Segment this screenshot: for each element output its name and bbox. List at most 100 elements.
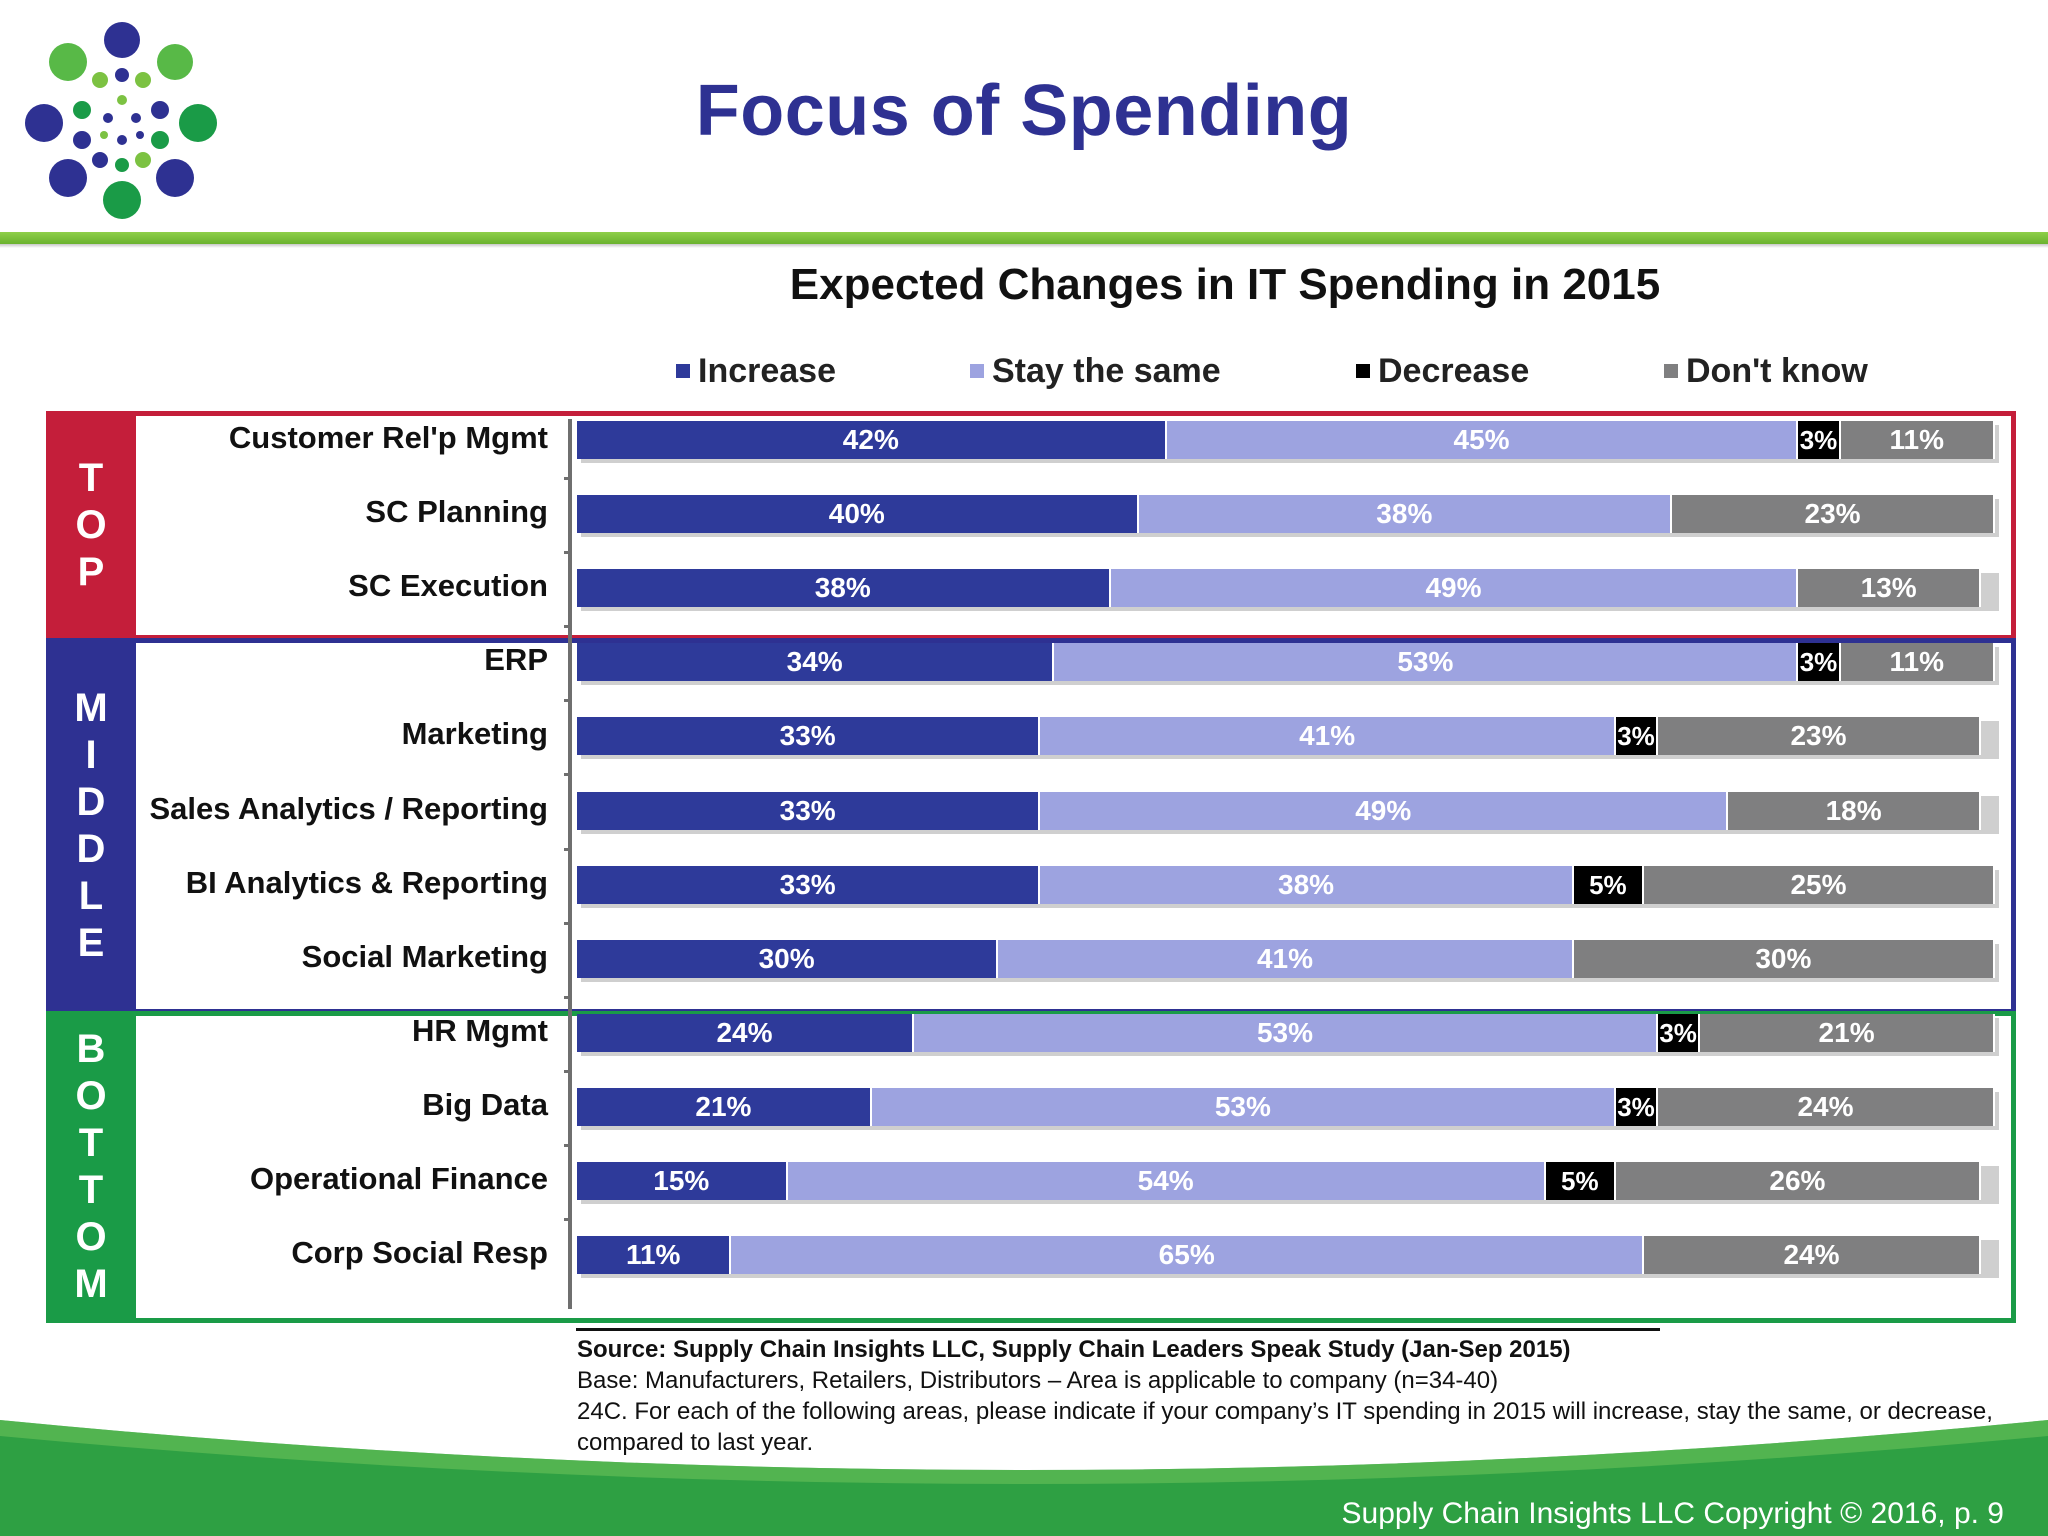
bar-value-label: 21% [695, 1091, 752, 1122]
bar-segment-stay-the-same: 53% [1054, 643, 1799, 681]
bar-segment-dont-know: 18% [1728, 792, 1981, 830]
footer-band [0, 1420, 2048, 1536]
logo-dot [136, 131, 144, 139]
bar-value-label: 24% [1797, 1091, 1854, 1122]
logo-dot [151, 101, 169, 119]
logo-dot [49, 43, 87, 81]
legend-label: Decrease [1378, 352, 1530, 390]
logo-dot [135, 72, 151, 88]
category-label: Operational Finance [249, 1161, 548, 1196]
bar-segment-increase: 40% [577, 495, 1139, 533]
category-label: HR Mgmt [411, 1013, 548, 1048]
bar-value-label: 30% [758, 943, 815, 974]
bar-value-label: 5% [1561, 1165, 1599, 1196]
bar-segment-stay-the-same: 38% [1138, 495, 1673, 533]
legend-label: Don't know [1686, 352, 1868, 390]
bar-value-label: 49% [1355, 795, 1412, 826]
bar-segment-increase: 34% [577, 643, 1055, 681]
category-label: SC Planning [365, 494, 548, 529]
group-letter: T [78, 1168, 104, 1212]
copyright-text: Supply Chain Insights LLC Copyright © 20… [1341, 1497, 2005, 1530]
axis-tick [564, 1218, 572, 1221]
legend-item-stay-the-same: Stay the same [970, 352, 1221, 391]
category-label: BI Analytics & Reporting [185, 865, 548, 900]
axis-tick [564, 1070, 572, 1073]
bar-value-label: 38% [814, 572, 871, 603]
group-letter: O [75, 1074, 107, 1118]
bar-segment-dont-know: 23% [1658, 717, 1981, 755]
bar-segment-dont-know: 21% [1700, 1014, 1995, 1052]
bar-segment-increase: 30% [577, 940, 999, 978]
group-letter: M [74, 686, 108, 730]
header-divider [0, 232, 2048, 244]
logo-dot [117, 95, 127, 105]
bar-segment-stay-the-same: 53% [913, 1014, 1659, 1052]
legend-label: Increase [698, 352, 836, 390]
base-line: Base: Manufacturers, Retailers, Distribu… [577, 1367, 1499, 1394]
bar-value-label: 18% [1825, 795, 1882, 826]
bar-row: 30% 41% 30% [577, 940, 1995, 978]
group-letter: B [76, 1027, 106, 1071]
legend-item-dont-know: Don't know [1664, 352, 1868, 391]
bar-segment-increase: 42% [577, 421, 1167, 459]
logo-dot [73, 101, 91, 119]
bar-segment-decrease: 5% [1573, 866, 1644, 904]
group-letter: D [76, 780, 106, 824]
bar-value-label: 3% [1799, 646, 1838, 677]
bar-segment-dont-know: 26% [1615, 1162, 1981, 1200]
bar-segment-decrease: 3% [1798, 421, 1841, 459]
bar-value-label: 23% [1804, 498, 1861, 529]
logo-dot [179, 104, 217, 142]
group-tab-bottom: B O T T O M [46, 1011, 136, 1323]
bar-value-label: 53% [1214, 1091, 1271, 1122]
logo-dot [157, 44, 193, 80]
bar-value-label: 11% [1889, 646, 1945, 677]
legend-swatch-stay-the-same [970, 364, 984, 378]
axis-tick [564, 996, 572, 999]
bar-row: 33% 49% 18% [577, 792, 1995, 830]
bar-value-label: 42% [842, 424, 899, 455]
dots-logo [25, 22, 217, 219]
bar-row: 34% 53% 3% 11% [577, 643, 1995, 681]
bar-row: 33% 41% 3% 23% [577, 717, 1995, 755]
bar-segment-decrease: 3% [1615, 717, 1659, 755]
logo-dot [156, 159, 194, 197]
bar-value-label: 30% [1755, 943, 1812, 974]
logo-dot [104, 22, 140, 58]
bar-value-label: 40% [828, 498, 885, 529]
group-letter: T [78, 456, 104, 500]
bar-segment-stay-the-same: 49% [1040, 792, 1729, 830]
category-label: Marketing [401, 716, 548, 751]
axis-tick [564, 922, 572, 925]
logo-dot [92, 72, 108, 88]
bar-segment-stay-the-same: 38% [1040, 866, 1574, 904]
bar-segment-increase: 33% [577, 866, 1041, 904]
legend-item-decrease: Decrease [1356, 352, 1529, 391]
source-note: Source: Supply Chain Insights LLC, Suppl… [577, 1334, 1997, 1458]
bar-segment-dont-know: 23% [1672, 495, 1995, 533]
logo-dot [49, 159, 87, 197]
axis-tick [564, 699, 572, 702]
bar-value-label: 24% [1783, 1239, 1840, 1270]
bar-value-label: 11% [625, 1239, 681, 1270]
axis-tick [564, 477, 572, 480]
axis-tick [564, 773, 572, 776]
logo-dot [115, 68, 129, 82]
logo-dot [100, 131, 108, 139]
group-letter: O [75, 503, 107, 547]
category-label: Customer Rel'p Mgmt [228, 420, 548, 455]
bar-value-label: 41% [1299, 720, 1356, 751]
logo-dot [115, 158, 129, 172]
bar-value-label: 34% [786, 646, 843, 677]
bar-row: 40% 38% 23% [577, 495, 1995, 533]
group-letter: M [74, 1262, 108, 1306]
bar-row: 38% 49% 13% [577, 569, 1995, 607]
legend-swatch-decrease [1356, 364, 1370, 378]
logo-dot [25, 104, 63, 142]
logo-dot [117, 135, 127, 145]
bar-segment-decrease: 3% [1658, 1014, 1701, 1052]
group-letter: L [78, 874, 104, 918]
bar-segment-decrease: 3% [1798, 643, 1841, 681]
bar-segment-stay-the-same: 54% [787, 1162, 1546, 1200]
bar-segment-dont-know: 25% [1644, 866, 1995, 904]
